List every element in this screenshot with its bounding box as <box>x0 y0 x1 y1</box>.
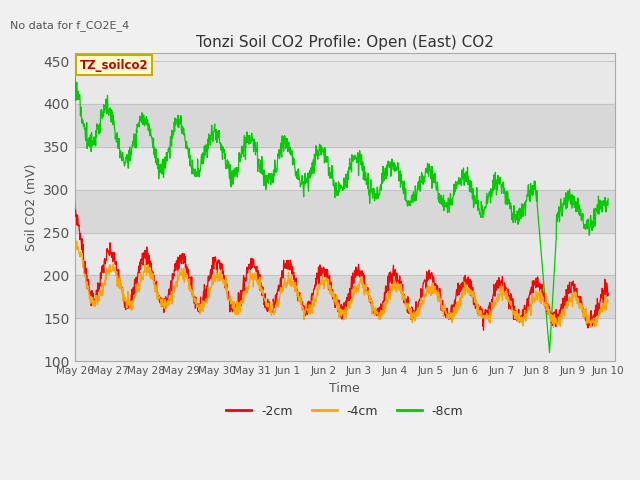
-4cm <box>189 292 197 298</box>
-2cm <box>424 271 432 276</box>
-2cm <box>70 198 78 204</box>
Bar <box>74 190 615 233</box>
-2cm <box>604 291 612 297</box>
-2cm <box>494 277 502 283</box>
-4cm <box>604 298 612 304</box>
-4cm <box>73 238 81 244</box>
-4cm <box>70 251 78 256</box>
-8cm <box>494 180 502 186</box>
-2cm <box>189 289 197 295</box>
Line: -2cm: -2cm <box>74 201 608 330</box>
-2cm <box>177 255 184 261</box>
-2cm <box>479 327 487 333</box>
-4cm <box>541 302 549 308</box>
-8cm <box>546 350 554 356</box>
-8cm <box>249 138 257 144</box>
-4cm <box>494 291 502 297</box>
Bar <box>74 104 615 147</box>
Title: Tonzi Soil CO2 Profile: Open (East) CO2: Tonzi Soil CO2 Profile: Open (East) CO2 <box>196 35 494 50</box>
-2cm <box>541 294 549 300</box>
-8cm <box>424 170 432 176</box>
-8cm <box>177 121 184 127</box>
-8cm <box>541 292 548 298</box>
Text: TZ_soilco2: TZ_soilco2 <box>80 59 148 72</box>
Text: No data for f_CO2E_4: No data for f_CO2E_4 <box>10 20 129 31</box>
-4cm <box>550 324 557 330</box>
-4cm <box>424 287 432 292</box>
-8cm <box>189 171 197 177</box>
Y-axis label: Soil CO2 (mV): Soil CO2 (mV) <box>25 163 38 251</box>
Line: -4cm: -4cm <box>74 241 608 327</box>
Bar <box>74 276 615 318</box>
Legend: -2cm, -4cm, -8cm: -2cm, -4cm, -8cm <box>221 400 468 423</box>
-4cm <box>177 269 184 275</box>
-8cm <box>604 196 612 202</box>
-4cm <box>250 284 257 290</box>
Line: -8cm: -8cm <box>74 70 608 353</box>
-8cm <box>70 67 78 72</box>
-2cm <box>249 257 257 263</box>
X-axis label: Time: Time <box>330 382 360 395</box>
